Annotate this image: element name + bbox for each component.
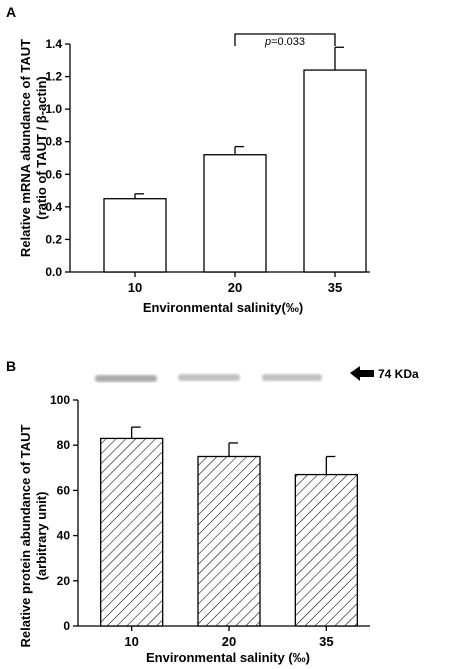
panel-a-y-tick-label: 0.2	[45, 232, 62, 246]
kda-label: 74 KDa	[378, 367, 419, 381]
panel-a-y-tick-label: 1.2	[45, 70, 62, 84]
panel-a-y-tick-label: 0.0	[45, 265, 62, 279]
panel-b-category-label: 10	[124, 634, 138, 649]
panel-a-y-tick-label: 0.4	[45, 200, 62, 214]
panel-a-y-axis-title: Relative mRNA abundance of TAUT (ratio o…	[18, 39, 49, 257]
panel-a-bar-20	[203, 154, 267, 273]
panel-a-y-tick-label: 1.4	[45, 37, 62, 51]
panel-b-bar-10	[100, 437, 164, 627]
panel-b-plot: 0 20 40 60 80 100 10 20 35	[50, 393, 370, 649]
panel-a-bar-10	[103, 198, 167, 273]
panel-b-x-axis-title: Environmental salinity (‰)	[146, 650, 310, 665]
panel-b: B 74 KDa Relative protein abundance of T…	[6, 358, 419, 665]
p-symbol: p	[264, 36, 271, 48]
panel-b-bar-20	[197, 455, 261, 627]
panel-a: A Relative mRNA abundance of TAUT (ratio…	[6, 4, 370, 315]
panel-a-letter: A	[6, 4, 16, 20]
panel-b-y-tick-label: 60	[57, 483, 71, 497]
panel-a-y-tick-label: 0.6	[45, 167, 62, 181]
arrow-left-icon	[350, 366, 374, 381]
panel-a-y-title-line1: Relative mRNA abundance of TAUT	[18, 39, 33, 257]
panel-b-bar-35	[294, 473, 358, 627]
panel-b-y-tick-label: 80	[57, 438, 71, 452]
panel-a-y-tick-label: 0.8	[45, 135, 62, 149]
panel-a-x-axis-title: Environmental salinity(‰)	[143, 300, 303, 315]
panel-a-significance-label: p=0.033	[264, 36, 305, 48]
panel-a-category-label: 35	[328, 280, 342, 295]
panel-a-y-title-line2: (ratio of TAUT / β-actin)	[34, 76, 49, 219]
panel-b-category-label: 20	[222, 634, 236, 649]
panel-b-y-tick-label: 0	[63, 619, 70, 633]
kda-marker: 74 KDa	[350, 366, 419, 381]
panel-b-y-tick-label: 100	[50, 393, 70, 407]
blot-band-10	[95, 375, 157, 382]
panel-b-letter: B	[6, 358, 16, 374]
panel-b-y-tick-label: 40	[57, 529, 71, 543]
panel-a-plot: 0.0 0.2 0.4 0.6 0.8 1.0 1.2 1.4 10 20 35 p=0.033	[45, 33, 370, 295]
panel-a-significance-bracket	[234, 33, 336, 46]
panel-b-y-axis-title: Relative protein abundance of TAUT (arbi…	[18, 424, 49, 647]
panel-b-y-title-line2: (arbitrary unit)	[34, 492, 49, 581]
blot-band-20	[178, 374, 240, 381]
panel-a-category-label: 10	[128, 280, 142, 295]
panel-b-category-label: 35	[319, 634, 333, 649]
panel-a-bar-35	[303, 69, 367, 273]
blot-band-35	[262, 374, 322, 381]
panel-b-y-tick-label: 20	[57, 574, 71, 588]
panel-a-y-tick-label: 1.0	[45, 102, 62, 116]
p-value: =0.033	[271, 36, 305, 48]
western-blot	[95, 374, 322, 382]
panel-a-category-label: 20	[228, 280, 242, 295]
panel-b-y-title-line1: Relative protein abundance of TAUT	[18, 424, 33, 647]
